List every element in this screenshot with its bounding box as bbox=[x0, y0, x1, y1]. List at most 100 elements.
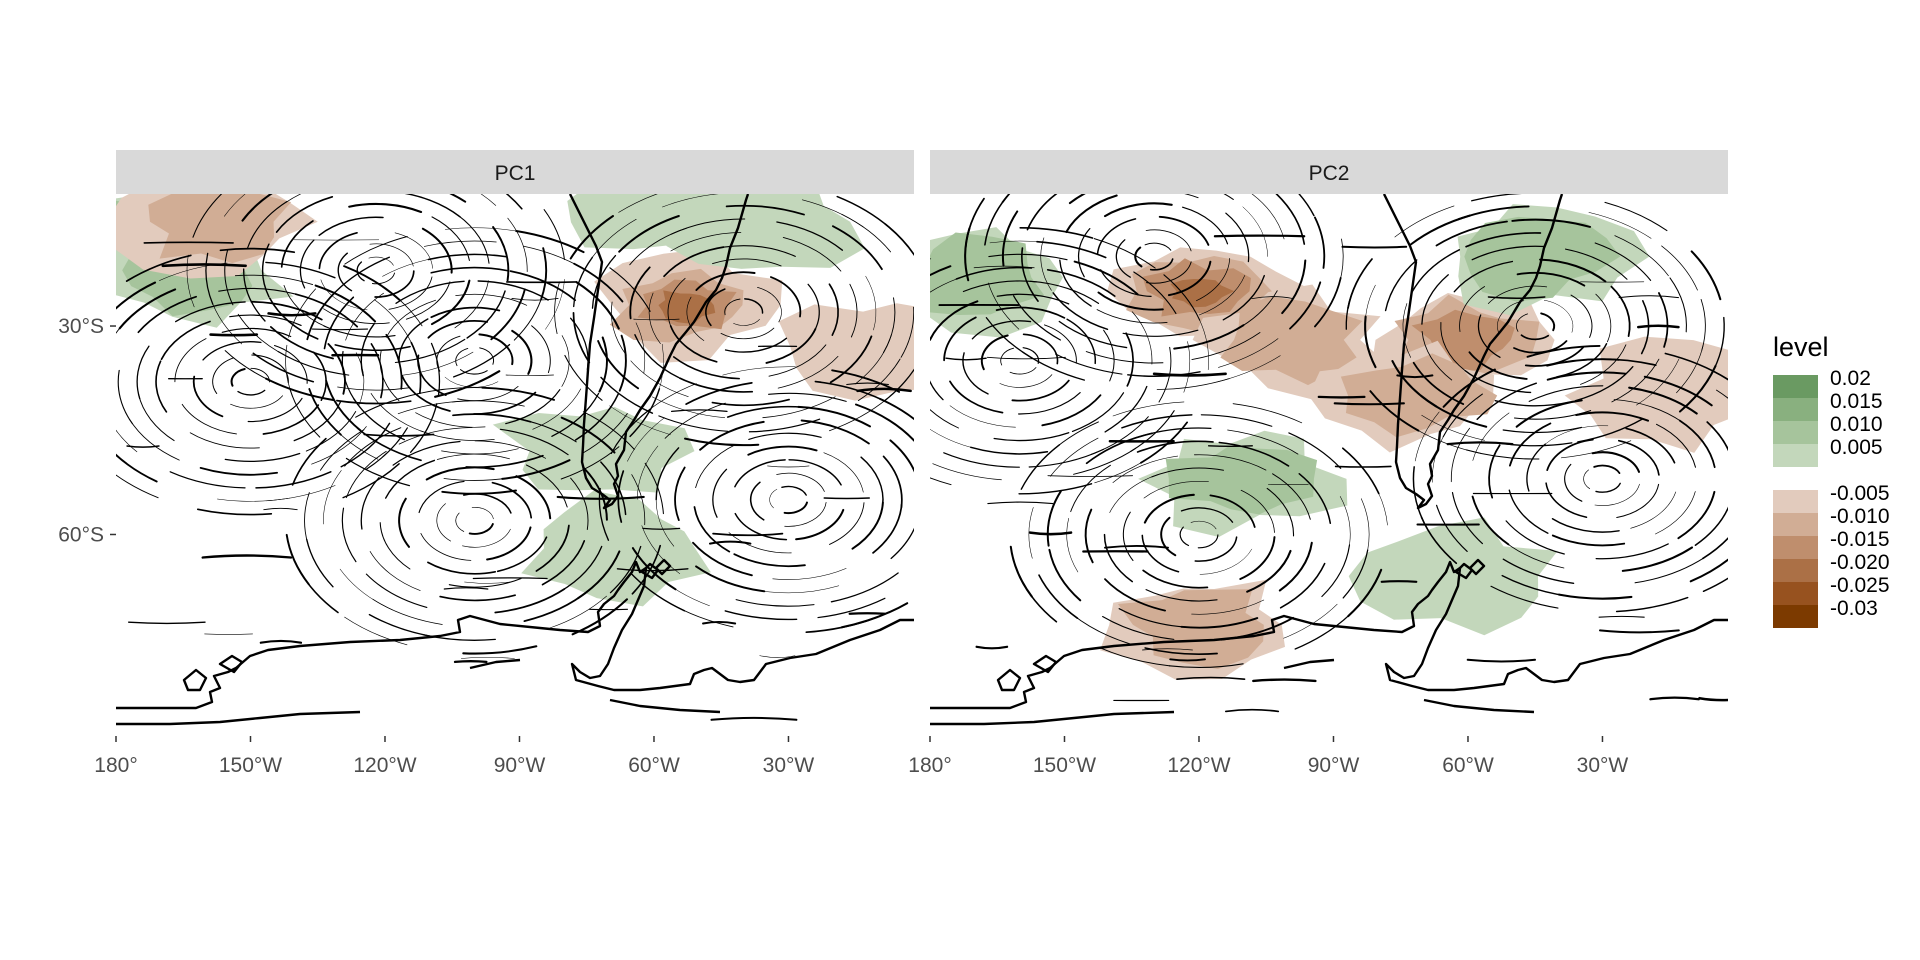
streamline-pc1-3-140-5 bbox=[285, 533, 310, 586]
streamline-pc1-0-56-2 bbox=[299, 239, 315, 289]
streamline-pc1-0-42-0 bbox=[388, 276, 433, 310]
zonal-streamline-pc1-31 bbox=[126, 445, 160, 448]
streamline-pc1-4-14-0 bbox=[783, 501, 808, 515]
streamline-pc2-0-28-2 bbox=[1180, 507, 1234, 523]
legend-swatch-neg-5 bbox=[1773, 605, 1818, 628]
streamline-pc2-3-28-0 bbox=[1594, 483, 1640, 506]
streamline-pc2-3-56-2 bbox=[1526, 443, 1546, 492]
streamline-pc2-1-98-1 bbox=[1104, 385, 1148, 433]
streamline-pc1-4-98-0 bbox=[890, 527, 914, 560]
streamline-pc2-0-140-5 bbox=[1009, 545, 1033, 598]
streamline-pc2-0-112-7 bbox=[1227, 429, 1299, 455]
streamline-pc1-2-112-8 bbox=[575, 281, 620, 330]
streamline-pc1-1-98-0 bbox=[370, 343, 384, 399]
zonal-streamline-pc1-1 bbox=[823, 497, 870, 500]
streamline-pc2-0-14-0 bbox=[1197, 534, 1219, 549]
streamline-pc2-2-126-10 bbox=[1661, 245, 1698, 291]
streamline-pc1-1-42-1 bbox=[247, 397, 303, 423]
x-axis-pc1: 180° 150°W 120°W 90°W 60°W 30°W bbox=[94, 736, 814, 777]
streamline-pc2-3-42-3 bbox=[1617, 439, 1660, 476]
streamline-pc1-3-56-4 bbox=[515, 475, 552, 520]
streamline-pc2-1-126-3 bbox=[932, 463, 1002, 481]
zonal-streamline-pc2-9 bbox=[1169, 658, 1206, 662]
legend-swatch-pos-3 bbox=[1773, 444, 1818, 467]
streamline-pc1-5-126-10 bbox=[841, 213, 892, 253]
streamline-pc1-1-98-2 bbox=[199, 467, 278, 476]
streamline-pc1-1-56-3 bbox=[174, 338, 207, 383]
streamline-pc2-0-140-9 bbox=[1232, 403, 1303, 424]
streamline-pc2-0-42-0 bbox=[1199, 548, 1253, 575]
streamline-pc1-4-56-3 bbox=[747, 445, 818, 456]
streamline-pc1-5-70-0 bbox=[828, 283, 839, 336]
streamline-pc2-2-70-1 bbox=[1580, 344, 1627, 385]
streamline-pc2-3-98-3 bbox=[1471, 495, 1510, 546]
zonal-streamline-pc1-3 bbox=[708, 540, 752, 545]
streamline-pc1-4-84-4 bbox=[699, 420, 765, 451]
streamline-pc1-4-28-0 bbox=[784, 502, 827, 527]
streamline-pc2-0-140-8 bbox=[1112, 401, 1185, 417]
zonal-streamline-pc2-17 bbox=[986, 356, 1066, 360]
streamline-pc2-4-70-0 bbox=[1198, 275, 1246, 316]
streamline-pc1-2-14-2 bbox=[455, 347, 469, 367]
zonal-streamline-pc2-12 bbox=[1618, 295, 1679, 299]
streamline-pc2-4-126-0 bbox=[1289, 281, 1322, 330]
streamline-pc2-0-126-0 bbox=[1342, 549, 1369, 599]
streamline-pc2-2-112-5 bbox=[1384, 259, 1418, 312]
streamline-pc2-1-98-5 bbox=[930, 278, 959, 293]
streamline-pc2-2-70-2 bbox=[1464, 370, 1532, 394]
streamline-pc1-2-84-6 bbox=[477, 280, 549, 301]
streamline-pc2-0-98-7 bbox=[1298, 473, 1332, 524]
streamline-pc1-3-126-9 bbox=[560, 416, 616, 454]
streamline-pc1-0-56-3 bbox=[318, 216, 384, 237]
streamline-pc2-0-112-8 bbox=[1339, 496, 1351, 552]
streamline-pc1-0-98-0 bbox=[466, 290, 506, 339]
streamline-pc1-2-14-0 bbox=[479, 347, 495, 365]
streamline-pc1-1-112-4 bbox=[116, 429, 138, 453]
streamline-pc1-3-140-10 bbox=[582, 411, 635, 450]
streamline-pc1-4-84-6 bbox=[882, 455, 903, 509]
streamline-pc1-2-112-1 bbox=[574, 393, 620, 441]
streamline-pc1-2-98-5 bbox=[345, 292, 384, 341]
streamline-pc1-0-98-6 bbox=[449, 194, 467, 203]
streamline-pc1-2-112-0 bbox=[618, 334, 627, 392]
streamline-pc2-3-70-0 bbox=[1655, 491, 1696, 535]
streamline-pc2-2-140-10 bbox=[1604, 201, 1668, 232]
streamline-pc2-1-140-0 bbox=[1198, 318, 1209, 370]
streamline-pc1-3-28-1 bbox=[436, 503, 451, 542]
streamline-pc2-2-112-7 bbox=[1511, 218, 1592, 228]
streamline-pc2-0-84-2 bbox=[1104, 578, 1166, 612]
streamline-pc2-0-140-2 bbox=[1168, 663, 1244, 669]
streamline-pc2-1-84-3 bbox=[930, 408, 959, 429]
streamline-pc2-2-28-0 bbox=[1543, 299, 1574, 333]
legend-label-neg-3: -0.020 bbox=[1830, 551, 1890, 574]
streamline-pc2-0-126-7 bbox=[1121, 414, 1193, 429]
streamline-pc1-1-84-5 bbox=[175, 301, 246, 323]
streamline-pc1-3-42-1 bbox=[420, 533, 472, 561]
legend-label-pos-0: 0.02 bbox=[1830, 367, 1871, 390]
streamline-pc1-3-84-2 bbox=[369, 551, 421, 591]
streamline-pc2-2-112-4 bbox=[1391, 359, 1438, 408]
streamline-pc1-0-70-4 bbox=[348, 202, 423, 214]
streamline-pc1-4-112-2 bbox=[735, 599, 815, 607]
streamline-pc1-1-70-3 bbox=[155, 360, 168, 413]
streamline-pc1-1-70-2 bbox=[189, 432, 260, 449]
streamline-pc2-0-126-8 bbox=[1200, 414, 1273, 427]
streamline-pc2-0-140-3 bbox=[1100, 647, 1171, 667]
streamline-pc2-1-42-0 bbox=[1044, 324, 1077, 364]
streamline-pc2-0-42-2 bbox=[1143, 493, 1195, 524]
streamline-pc1-1-140-9 bbox=[219, 247, 296, 254]
streamline-pc2-2-140-11 bbox=[1690, 250, 1722, 301]
streamline-pc2-3-112-7 bbox=[1643, 375, 1713, 407]
streamline-pc2-0-70-2 bbox=[1103, 533, 1134, 583]
streamline-pc1-5-140-3 bbox=[684, 437, 760, 447]
streamline-pc2-4-112-4 bbox=[1001, 210, 1019, 267]
legend-label-pos-3: 0.005 bbox=[1830, 436, 1883, 459]
streamline-pc2-3-84-1 bbox=[1595, 543, 1669, 560]
streamline-pc1-5-98-0 bbox=[865, 275, 877, 331]
streamline-pc2-1-84-0 bbox=[1125, 332, 1134, 387]
streamline-pc2-4-56-3 bbox=[1103, 202, 1173, 218]
streamline-pc1-3-140-6 bbox=[291, 437, 327, 486]
streamline-pc2-3-140-6 bbox=[1414, 411, 1440, 462]
streamline-pc2-0-84-4 bbox=[1112, 455, 1179, 483]
streamline-pc2-2-84-3 bbox=[1421, 331, 1453, 381]
